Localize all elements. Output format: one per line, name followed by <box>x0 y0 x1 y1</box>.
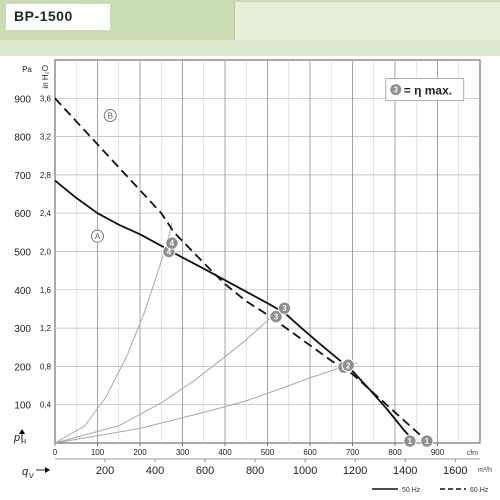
y-tick-inh2o: 3,2 <box>40 133 52 142</box>
y-tick-inh2o: 2,0 <box>40 248 52 257</box>
y-tick-inh2o: 2,8 <box>40 171 52 180</box>
operating-point-label: 4 <box>170 239 175 248</box>
y-axis-symbol: p <box>13 432 20 444</box>
header-stripe <box>0 40 500 56</box>
product-image <box>234 2 500 46</box>
operating-point-label: 2 <box>346 361 351 370</box>
x-tick-m3h: 1000 <box>293 465 317 477</box>
eta-legend-box <box>385 78 465 102</box>
x-tick-cfm: 300 <box>176 448 190 457</box>
x-tick-m3h: 1600 <box>443 465 467 477</box>
y-tick-inh2o: 2,4 <box>40 209 52 218</box>
y-axis-label-inh2o: in H₂O <box>41 65 50 89</box>
chart-title: BP-1500 <box>14 8 73 24</box>
operating-point-label: 1 <box>408 437 413 446</box>
x-tick-cfm: 100 <box>91 448 105 457</box>
operating-point-label: 3 <box>282 304 287 313</box>
x-tick-cfm: 0 <box>53 448 58 457</box>
x-tick-cfm: 900 <box>431 448 445 457</box>
y-tick-inh2o: 0,8 <box>40 362 52 371</box>
x-axis-label-cfm: cfm <box>467 450 478 457</box>
operating-point-marker <box>341 358 355 372</box>
y-tick-pa: 500 <box>14 248 31 259</box>
eta-legend-text: = η max. <box>404 84 452 98</box>
x-axis-symbol-sub: V <box>29 473 34 480</box>
curve-label-b: B <box>108 112 113 121</box>
y-axis-symbol-sub: H <box>21 439 26 446</box>
operating-point-marker <box>269 309 283 324</box>
y-tick-pa: 600 <box>14 209 31 220</box>
operating-point-marker <box>420 434 434 448</box>
x-tick-m3h: 400 <box>146 465 164 477</box>
y-tick-pa: 100 <box>14 401 31 412</box>
legend-label: 60 Hz <box>470 487 489 494</box>
operating-point-label: 3 <box>274 313 279 322</box>
curve-label-a: A <box>95 232 101 241</box>
x-tick-m3h: 1200 <box>343 465 367 477</box>
legend-label: 50 Hz <box>402 487 421 494</box>
x-tick-m3h: 600 <box>196 465 214 477</box>
series-line-60-hz <box>54 97 428 442</box>
y-tick-pa: 700 <box>14 171 31 182</box>
x-tick-cfm: 200 <box>133 448 147 457</box>
y-tick-pa: 400 <box>14 286 31 297</box>
title-box <box>6 4 110 30</box>
operating-point-label: 4 <box>167 248 172 257</box>
x-tick-cfm: 400 <box>218 448 232 457</box>
y-tick-pa: 200 <box>14 362 31 373</box>
y-tick-pa: 800 <box>14 133 31 144</box>
operating-point-marker <box>277 301 292 315</box>
operating-point-label: 1 <box>425 437 430 446</box>
eta-legend-badge <box>390 84 402 96</box>
y-tick-inh2o: 1,6 <box>40 286 52 295</box>
y-tick-inh2o: 0,4 <box>40 401 52 410</box>
eta-legend-badge-label: 3 <box>394 86 399 95</box>
y-tick-inh2o: 3,6 <box>40 94 52 103</box>
y-axis-arrow-head <box>19 429 25 434</box>
x-axis-label-m3h: m³/h <box>478 467 492 474</box>
x-tick-m3h: 800 <box>246 465 264 477</box>
x-tick-m3h: 1400 <box>393 465 417 477</box>
y-tick-pa: 300 <box>14 324 31 335</box>
x-tick-cfm: 800 <box>388 448 402 457</box>
y-tick-inh2o: 1,2 <box>40 324 52 333</box>
curve-label-marker <box>91 229 104 243</box>
operating-point-marker <box>165 236 179 250</box>
x-tick-cfm: 500 <box>261 448 275 457</box>
y-axis-label-pa: Pa <box>22 65 32 74</box>
curve-label-marker <box>103 109 117 123</box>
x-axis-symbol: q <box>22 466 29 478</box>
x-tick-m3h: 200 <box>96 465 114 477</box>
operating-point-marker <box>403 434 417 448</box>
x-tick-cfm: 700 <box>346 448 360 457</box>
x-axis-arrow-head <box>45 467 50 473</box>
x-tick-cfm: 600 <box>303 448 317 457</box>
y-tick-pa: 900 <box>14 94 31 105</box>
